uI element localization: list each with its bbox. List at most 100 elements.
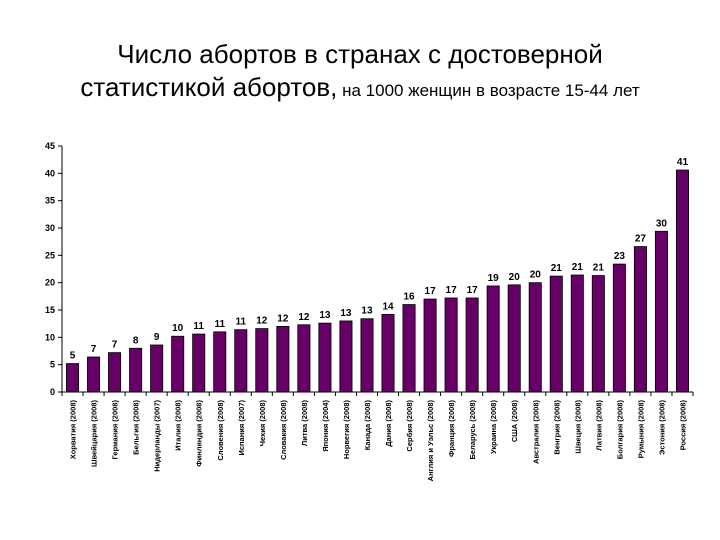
data-label-3: 8 xyxy=(133,335,139,346)
category-label-26: Болгария (2008) xyxy=(615,400,624,460)
bar-5 xyxy=(171,335,185,393)
data-label-20: 19 xyxy=(488,273,500,284)
y-tick-label-6: 30 xyxy=(45,223,55,233)
bar-0 xyxy=(66,363,80,393)
data-label-24: 21 xyxy=(572,262,584,273)
bar-20 xyxy=(486,285,500,393)
category-label-17: Англия и Уэльс (2008) xyxy=(426,399,435,481)
bar-8 xyxy=(234,329,248,393)
bar-24 xyxy=(570,274,584,393)
data-label-1: 7 xyxy=(91,344,97,355)
category-label-22: Австралия (2008) xyxy=(531,399,540,463)
bar-21 xyxy=(507,284,521,393)
data-label-13: 13 xyxy=(340,308,352,319)
data-label-29: 41 xyxy=(677,157,689,168)
data-label-16: 16 xyxy=(403,292,415,303)
category-label-3: Бельгия (2008) xyxy=(132,399,141,454)
category-label-1: Швейцария (2008) xyxy=(90,400,99,468)
bar-27 xyxy=(633,246,647,393)
bar-26 xyxy=(612,263,626,393)
category-label-10: Словакия (2008) xyxy=(279,400,288,460)
bar-15 xyxy=(381,313,395,393)
data-label-7: 11 xyxy=(214,319,225,330)
y-tick-label-1: 5 xyxy=(50,360,55,370)
bar-7 xyxy=(213,331,227,393)
data-label-26: 23 xyxy=(614,251,626,262)
title-line-1: Число абортов в странах с достоверной xyxy=(117,39,603,69)
category-label-20: Украина (2008) xyxy=(489,400,498,454)
category-label-19: Беларусь (2008) xyxy=(468,400,477,460)
data-label-28: 30 xyxy=(656,218,668,229)
bar-4 xyxy=(150,344,164,393)
bar-13 xyxy=(339,320,353,393)
bar-19 xyxy=(465,297,479,393)
category-label-25: Латвия (2008) xyxy=(594,399,603,450)
category-label-15: Дания (2008) xyxy=(384,400,393,447)
data-label-4: 9 xyxy=(154,332,160,343)
y-tick-label-9: 45 xyxy=(45,141,55,151)
category-label-7: Словения (2008) xyxy=(216,400,225,461)
bar-3 xyxy=(129,347,143,393)
bar-22 xyxy=(528,282,542,393)
data-label-15: 14 xyxy=(382,301,394,312)
y-tick-label-2: 10 xyxy=(45,332,55,342)
data-label-9: 12 xyxy=(256,316,268,327)
category-label-14: Канада (2008) xyxy=(363,400,372,451)
data-label-10: 12 xyxy=(277,313,289,324)
bar-17 xyxy=(423,298,437,393)
data-label-8: 11 xyxy=(235,317,246,328)
data-label-0: 5 xyxy=(70,351,76,362)
data-label-22: 20 xyxy=(530,270,542,281)
bar-9 xyxy=(255,328,269,393)
category-label-0: Хорватия (2008) xyxy=(69,400,78,460)
data-label-19: 17 xyxy=(467,285,479,296)
data-label-6: 11 xyxy=(193,321,204,332)
bar-2 xyxy=(108,352,122,393)
data-label-11: 12 xyxy=(298,312,310,323)
title-line-2: статистикой абортов, на 1000 женщин в во… xyxy=(0,70,720,108)
y-tick-label-3: 15 xyxy=(45,305,55,315)
category-label-2: Германия (2008) xyxy=(111,400,120,460)
bar-28 xyxy=(654,230,668,393)
bar-23 xyxy=(549,275,563,393)
chart-subtitle: на 1000 женщин в возрасте 15-44 лет xyxy=(337,81,640,100)
category-label-24: Швеция (2008) xyxy=(573,400,582,454)
bar-18 xyxy=(444,297,458,393)
data-label-23: 21 xyxy=(551,263,563,274)
bar-29 xyxy=(675,169,689,393)
category-label-12: Япония (2004) xyxy=(321,400,330,452)
title-line-2-main: статистикой абортов, xyxy=(80,72,338,102)
data-label-18: 17 xyxy=(446,285,458,296)
y-tick-label-8: 40 xyxy=(45,168,55,178)
category-label-27: Румыния (2008) xyxy=(636,400,645,459)
bar-16 xyxy=(402,304,416,393)
data-label-25: 21 xyxy=(593,263,605,274)
data-label-27: 27 xyxy=(635,234,647,245)
data-label-14: 13 xyxy=(361,306,373,317)
category-label-23: Венгрия (2008) xyxy=(552,400,561,455)
chart-title: Число абортов в странах с достоверной ст… xyxy=(0,38,720,108)
bar-6 xyxy=(192,333,206,393)
category-label-9: Чехия (2008) xyxy=(258,399,267,446)
y-tick-label-5: 25 xyxy=(45,250,55,260)
category-label-8: Испания (2007) xyxy=(237,400,246,456)
bar-12 xyxy=(318,322,332,393)
category-label-6: Финляндия (2008) xyxy=(195,400,204,467)
data-label-17: 17 xyxy=(425,286,437,297)
bar-1 xyxy=(87,356,101,393)
y-tick-label-7: 35 xyxy=(45,196,55,206)
category-label-16: Сербия (2008) xyxy=(405,400,414,452)
category-label-21: США (2008) xyxy=(510,400,519,443)
bar-14 xyxy=(360,318,374,393)
category-label-11: Литва (2008) xyxy=(300,400,309,446)
bar-11 xyxy=(297,324,311,393)
data-label-12: 13 xyxy=(319,310,331,321)
y-tick-label-0: 0 xyxy=(50,387,55,397)
category-label-5: Италия (2008) xyxy=(174,399,183,450)
data-label-2: 7 xyxy=(112,340,118,351)
category-label-4: Нидерланды (2007) xyxy=(153,399,162,471)
category-label-18: Франция (2008) xyxy=(447,399,456,457)
y-tick-label-4: 20 xyxy=(45,278,55,288)
bar-10 xyxy=(276,325,290,393)
